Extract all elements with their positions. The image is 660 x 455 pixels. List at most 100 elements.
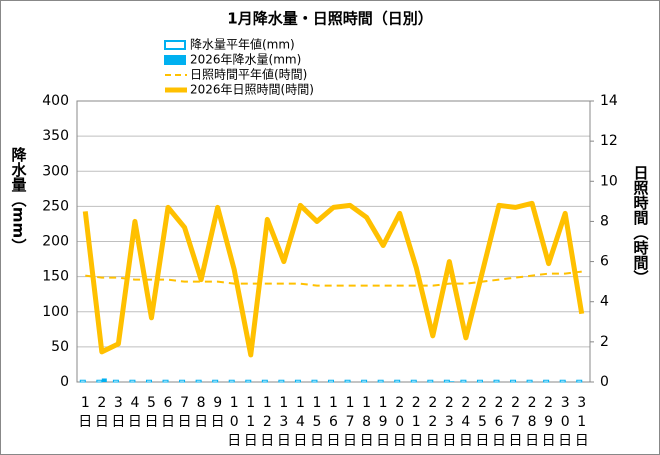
legend-label: 2026年降水量(mm) [190,53,301,67]
x-tick-char: 日 [161,414,175,430]
x-tick-char: 8 [362,414,371,430]
x-tick-char: 4 [130,395,139,411]
bar [195,379,202,383]
x-tick-char: 3 [114,395,123,411]
x-tick-char: 8 [197,395,206,411]
x-tick-char: 1 [246,414,255,430]
x-tick-char: 日 [409,433,423,449]
x-tick-char: 2 [511,395,520,411]
x-tick-label: 1 4 日 [293,395,307,449]
bar [101,378,107,382]
x-tick-char: 6 [164,395,173,411]
x-tick-char: 1 [329,395,338,411]
x-tick-char: 2 [445,395,454,411]
x-tick-char: 日 [343,433,357,449]
x-tick-char: 日 [144,414,158,430]
y-tick-label: 50 [51,339,69,355]
bar [162,379,169,383]
x-tick-char: 1 [296,395,305,411]
x-tick-char: 0 [230,414,239,430]
x-tick-label: 1 6 日 [327,395,341,449]
bar [261,379,268,383]
x-tick-char: 1 [412,414,421,430]
x-tick-char: 3 [279,414,288,430]
x-tick-char: 1 [246,395,255,411]
bar [212,379,219,383]
x-tick-label: 2 2 日 [426,395,440,449]
x-tick-char: 9 [379,414,388,430]
x-tick-char: 6 [329,414,338,430]
y-tick-label: 350 [42,128,69,144]
x-tick-char: 1 [279,395,288,411]
x-tick-label: 2 4 日 [459,395,473,449]
x-tick-label: 1 1 日 [244,395,258,449]
x-tick-char: 1 [346,395,355,411]
x-tick-char: 7 [180,395,189,411]
y2-tick-label: 8 [600,213,609,229]
bar [510,379,517,383]
x-tick-char: 日 [95,414,109,430]
x-tick-char: 1 [230,395,239,411]
x-tick-char: 日 [459,433,473,449]
x-tick-char: 日 [78,414,92,430]
y2-tick-label: 2 [600,334,609,350]
bar [576,379,583,383]
y-tick-label: 150 [42,269,69,285]
x-tick-char: 4 [461,414,470,430]
x-tick-char: 2 [263,414,272,430]
x-tick-label: 1 2 日 [260,395,274,449]
x-tick-char: 日 [327,433,341,449]
x-tick-char: 日 [542,433,556,449]
bar [410,379,417,383]
x-tick-label: 1 0 日 [227,395,241,449]
bar [394,379,401,383]
x-tick-char: 2 [428,395,437,411]
x-tick-char: 2 [395,395,404,411]
x-tick-char: 日 [111,414,125,430]
x-tick-char: 4 [296,414,305,430]
y2-axis-title: 日照時間（時間） [632,165,650,285]
bar [476,379,483,383]
bar [278,379,285,383]
bar [129,379,136,383]
bar [328,379,335,383]
chart-title: 1月降水量・日照時間（日別） [227,10,432,28]
x-tick-label: 2 9 日 [542,395,556,449]
legend-label: 降水量平年値(mm) [190,37,295,52]
x-tick-char: 日 [558,433,572,449]
x-tick-char: 5 [147,395,156,411]
legend-swatch [164,40,186,50]
y-tick-label: 400 [42,93,69,109]
x-tick-char: 日 [244,433,258,449]
x-tick-label: 2 8 日 [525,395,539,449]
bar [493,379,500,383]
bar [294,379,301,383]
x-tick-char: 2 [97,395,106,411]
bar [427,379,434,383]
bar [112,379,119,383]
line [85,270,582,287]
x-tick-label: 2 1 日 [409,395,423,449]
x-tick-char: 9 [213,395,222,411]
bar [146,379,152,383]
line [82,200,585,358]
legend-label: 2026年日照時間(時間) [190,83,314,97]
x-tick-label: 2 0 日 [393,395,407,449]
x-tick-label: 2 6 日 [492,395,506,449]
legend-swatch [164,55,186,65]
bar [443,379,450,383]
x-tick-char: 1 [312,395,321,411]
x-tick-char: 日 [442,433,456,449]
x-tick-label: 1 9 日 [376,395,390,449]
x-tick-char: 2 [428,414,437,430]
x-tick-char: 日 [475,433,489,449]
x-tick-char: 5 [312,414,321,430]
y-tick-label: 0 [60,374,69,390]
